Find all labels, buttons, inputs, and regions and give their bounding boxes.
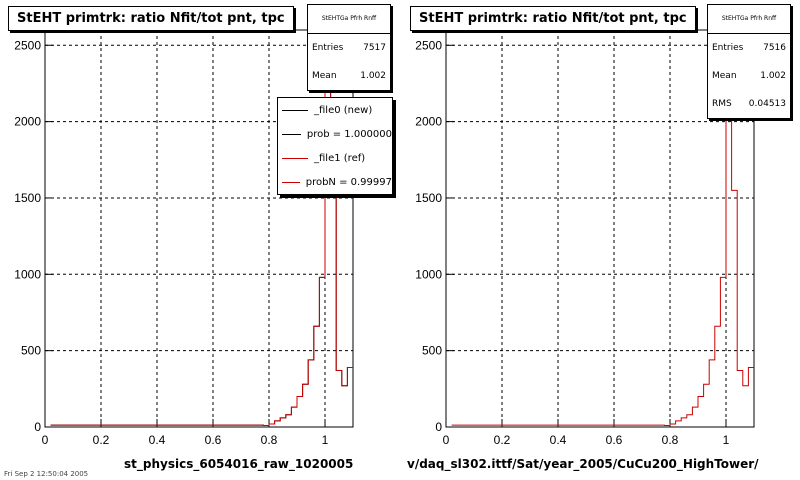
legend-label: probN = 0.99997 (305, 176, 392, 188)
y-tick-label: 0 (34, 420, 41, 434)
y-tick-label: 0 (435, 420, 442, 434)
x-tick-label: 0 (443, 433, 450, 447)
y-tick-label: 1000 (415, 267, 442, 281)
panel1-stats-name: StEHTGa Pfrh Rnff (308, 5, 390, 34)
x-tick-label: 0.8 (662, 433, 679, 447)
x-tick-label: 0.8 (261, 433, 278, 447)
y-tick-label: 1500 (14, 191, 41, 205)
histogram-series--file1-ref- (50, 46, 353, 426)
y-tick-label: 1500 (415, 191, 442, 205)
panel1-title: StEHT primtrk: ratio Nfit/tot pnt, tpc (8, 6, 294, 31)
panel2-stats-name: StEHTGa Pfrh Rnff (708, 5, 790, 34)
legend-item: _file0 (new) (278, 98, 392, 122)
plot-frame (44, 29, 354, 428)
panel1-entries-label: Entries (312, 43, 344, 53)
panel1-entries-value: 7517 (363, 43, 386, 53)
x-tick-label: 0.6 (205, 433, 222, 447)
panel1-legend: _file0 (new) prob = 1.000000 _file1 (ref… (277, 97, 393, 195)
x-tick-label: 1 (322, 433, 329, 447)
legend-label: prob = 1.000000 (306, 128, 392, 140)
panel2-xlabel: v/daq_sl302.ittf/Sat/year_2005/CuCu200_H… (407, 457, 759, 471)
panel2-stats-box: StEHTGa Pfrh Rnff Entries 7516 Mean 1.002 … (707, 4, 791, 119)
x-tick-label: 0.4 (550, 433, 567, 447)
x-tick-label: 0.6 (606, 433, 623, 447)
panel2-title: StEHT primtrk: ratio Nfit/tot pnt, tpc (410, 6, 696, 31)
panel2-entries-value: 7516 (763, 43, 786, 53)
panel2-mean-label: Mean (712, 71, 737, 81)
x-tick-label: 0.4 (149, 433, 166, 447)
y-tick-label: 500 (21, 344, 41, 358)
panel1-mean-value: 1.002 (360, 71, 386, 81)
y-tick-label: 2000 (415, 115, 442, 129)
y-tick-label: 2500 (14, 38, 41, 52)
legend-swatch (282, 157, 308, 159)
x-tick-label: 0 (42, 433, 49, 447)
panel1-stats-box: StEHTGa Pfrh Rnff Entries 7517 Mean 1.002 (307, 4, 391, 91)
panel2-entries-label: Entries (712, 43, 744, 53)
panel2-rms-label: RMS (712, 99, 732, 109)
panel1-mean-label: Mean (312, 71, 337, 81)
footer-timestamp: Fri Sep 2 12:50:04 2005 (4, 470, 89, 478)
y-tick-label: 500 (422, 344, 442, 358)
panel2-rms-value: 0.04513 (748, 99, 786, 109)
y-tick-label: 1000 (14, 267, 41, 281)
legend-item: prob = 1.000000 (278, 122, 392, 146)
y-tick-label: 2000 (14, 115, 41, 129)
legend-label: _file0 (new) (314, 104, 373, 116)
y-tick-label: 2500 (415, 38, 442, 52)
legend-swatch (282, 133, 301, 135)
legend-item: _file1 (ref) (278, 146, 392, 170)
histogram-series--file1-ref- (451, 46, 754, 426)
legend-swatch (282, 109, 308, 111)
x-tick-label: 1 (723, 433, 730, 447)
legend-label: _file1 (ref) (314, 152, 366, 164)
x-tick-label: 0.2 (494, 433, 511, 447)
panel2-mean-value: 1.002 (760, 71, 786, 81)
plot-frame (445, 29, 755, 428)
legend-swatch (282, 181, 300, 183)
legend-item: probN = 0.99997 (278, 170, 392, 194)
panel1-xlabel: st_physics_6054016_raw_1020005 (124, 457, 354, 471)
x-tick-label: 0.2 (93, 433, 110, 447)
